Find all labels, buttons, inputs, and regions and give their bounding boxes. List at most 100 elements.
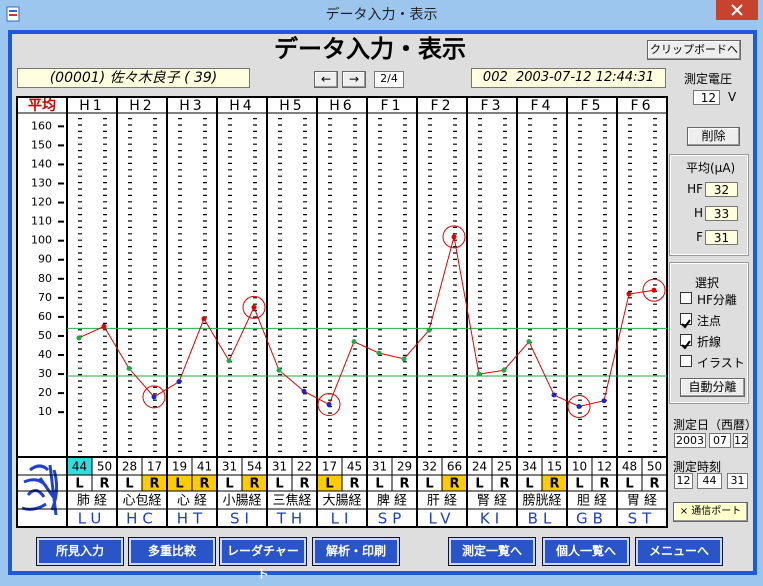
side-cell [67, 475, 92, 491]
average-header: 平均 [28, 97, 56, 114]
average-label: H [693, 206, 703, 220]
data-point [126, 365, 132, 371]
side-label: L [75, 477, 83, 492]
option-label: 注点 [697, 314, 722, 328]
meridian-name: 三焦経 [272, 494, 311, 509]
checkbox[interactable] [680, 355, 692, 367]
date-field[interactable]: 12 [733, 433, 748, 448]
y-tick-label: 30 [38, 367, 52, 380]
meridian-code: KI [480, 510, 504, 528]
meridian-name: 肝 経 [427, 494, 457, 509]
voltage-field[interactable]: 12 [693, 90, 720, 105]
date-label: 測定日（西暦） [673, 418, 758, 432]
meridian-code: GB [576, 510, 608, 528]
reading: 31 [272, 460, 287, 474]
y-tick-label: 10 [38, 405, 52, 418]
reading: 54 [247, 460, 262, 474]
delete-button[interactable]: 削除 [687, 127, 740, 146]
nav-button[interactable]: 個人一覧へ [542, 537, 630, 566]
side-cell [142, 475, 167, 491]
data-point [401, 356, 407, 362]
nav-button[interactable]: 多重比較 [128, 537, 216, 566]
column-header: H3 [179, 98, 204, 114]
patient-field[interactable]: (00001) 佐々木良子 ( 39) [17, 68, 250, 88]
y-tick-label: 130 [31, 177, 52, 190]
reading-cell [617, 457, 642, 475]
side-cell [217, 475, 242, 491]
checkbox[interactable] [680, 313, 692, 329]
meridian-name: 脾 経 [377, 494, 407, 509]
column-header: F5 [581, 98, 604, 114]
nav-button[interactable]: メニューへ [635, 537, 723, 566]
date-field[interactable]: 2003 [674, 433, 706, 448]
time-field[interactable]: 12 [674, 473, 693, 489]
side-label: R [649, 477, 659, 492]
data-line [78, 236, 655, 407]
nav-button[interactable]: 所見入力 [36, 537, 124, 566]
reading: 28 [122, 460, 137, 474]
auto-split-button[interactable]: 自動分離 [680, 378, 745, 397]
y-tick-label: 60 [38, 310, 52, 323]
marker-ring [642, 278, 666, 302]
app-icon [6, 6, 20, 22]
side-cell [392, 475, 417, 491]
data-point [376, 350, 382, 356]
side-cell [267, 475, 292, 491]
meridian-name: 小腸経 [222, 494, 261, 509]
port-button[interactable]: × 通信ポート [673, 502, 748, 522]
nav-button[interactable]: 解析・印刷 [312, 537, 400, 566]
y-tick-label: 120 [31, 196, 52, 209]
column-header: H5 [279, 98, 304, 114]
average-field: 33 [705, 206, 738, 221]
reading-cell [542, 457, 567, 475]
data-point [551, 392, 557, 398]
y-tick-label: 80 [38, 272, 52, 285]
side-label: L [525, 477, 533, 492]
meridian-name: 心 経 [177, 494, 207, 509]
reading-cell [317, 457, 342, 475]
meridian-code: SP [378, 510, 407, 528]
meridian-name: 膀胱経 [522, 493, 561, 509]
side-label: L [625, 477, 633, 492]
checkbox[interactable] [680, 334, 692, 350]
column-header: F1 [381, 98, 404, 114]
reading-cell [342, 457, 367, 475]
side-cell [167, 475, 192, 491]
column-header: H6 [329, 98, 354, 114]
time-field[interactable]: 44 [697, 473, 722, 489]
reading-cell [242, 457, 267, 475]
meridian-code: LV [429, 510, 456, 528]
data-point [501, 367, 507, 373]
date-field[interactable]: 07 [709, 433, 731, 448]
prev-button[interactable]: ← [314, 71, 338, 88]
data-point [151, 394, 157, 400]
reading-cell [492, 457, 517, 475]
meridian-name: 胆 経 [577, 494, 607, 509]
meridian-name: 心包経 [122, 494, 161, 509]
data-point [276, 367, 282, 373]
close-button[interactable] [716, 0, 758, 20]
average-label: F [696, 230, 703, 244]
reading-cell [117, 457, 142, 475]
checkbox[interactable] [680, 292, 692, 304]
clipboard-button[interactable]: クリップボードへ [647, 40, 741, 60]
side-label: R [599, 477, 609, 492]
side-cell [642, 475, 667, 491]
side-label: L [175, 477, 183, 492]
side-cell [592, 475, 617, 491]
window-title: データ入力・表示 [325, 7, 438, 23]
nav-button[interactable]: レーダチャート [219, 537, 307, 581]
meridian-code: SI [230, 510, 254, 528]
reading: 50 [647, 460, 662, 474]
y-tick-label: 40 [38, 348, 52, 361]
side-label: R [499, 477, 509, 492]
side-label: L [125, 477, 133, 492]
time-field[interactable]: 31 [727, 473, 748, 489]
next-button[interactable]: → [342, 71, 366, 88]
option-label: 折線 [697, 335, 722, 349]
marker-ring [142, 385, 166, 409]
nav-button[interactable]: 測定一覧へ [448, 537, 536, 566]
reading: 31 [372, 460, 387, 474]
average-field: 32 [705, 182, 738, 197]
meridian-name: 胃 経 [627, 494, 657, 509]
